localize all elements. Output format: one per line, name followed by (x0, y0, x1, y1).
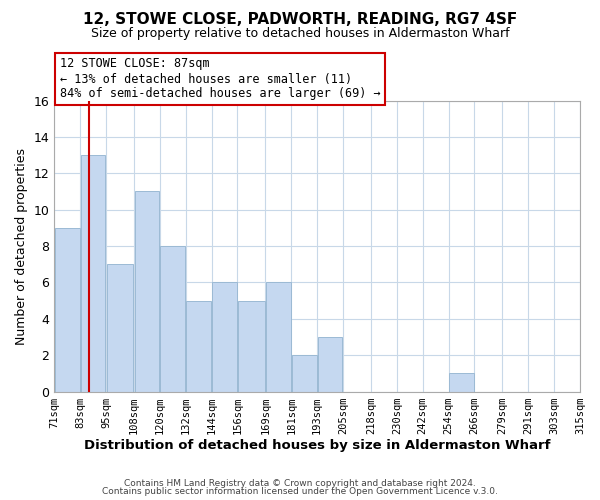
Bar (160, 246, 185, 392)
Bar (292, 355, 317, 392)
Bar (134, 192, 160, 392)
Text: 12 STOWE CLOSE: 87sqm
← 13% of detached houses are smaller (11)
84% of semi-deta: 12 STOWE CLOSE: 87sqm ← 13% of detached … (59, 58, 380, 100)
Bar (107, 264, 133, 392)
Bar (212, 282, 237, 392)
Bar (266, 282, 291, 392)
Text: Contains HM Land Registry data © Crown copyright and database right 2024.: Contains HM Land Registry data © Crown c… (124, 478, 476, 488)
Text: Size of property relative to detached houses in Aldermaston Wharf: Size of property relative to detached ho… (91, 28, 509, 40)
Bar (55, 228, 80, 392)
Bar (186, 300, 211, 392)
Bar (317, 337, 343, 392)
Text: Contains public sector information licensed under the Open Government Licence v.: Contains public sector information licen… (102, 487, 498, 496)
Y-axis label: Number of detached properties: Number of detached properties (15, 148, 28, 344)
Bar (238, 300, 265, 392)
Bar (80, 155, 106, 392)
Text: 12, STOWE CLOSE, PADWORTH, READING, RG7 4SF: 12, STOWE CLOSE, PADWORTH, READING, RG7 … (83, 12, 517, 28)
Bar (449, 374, 474, 392)
X-axis label: Distribution of detached houses by size in Aldermaston Wharf: Distribution of detached houses by size … (84, 440, 550, 452)
